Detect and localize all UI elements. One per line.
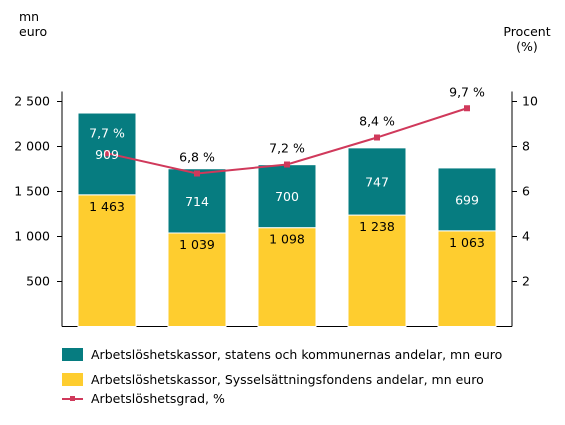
y-tick-label-right: 2: [522, 274, 530, 289]
unemployment-rate-point: [194, 170, 200, 177]
x-tick-label: 2022: [181, 328, 213, 331]
line-value-label: 6,8 %: [179, 150, 215, 165]
bar-segment-employment-fund: [167, 232, 227, 328]
y-unit-label-left: mn: [19, 9, 39, 24]
legend-label: Arbetslöshetskassor, Sysselsättningsfond…: [91, 372, 484, 387]
bar-segment-state-municipal: [437, 167, 497, 232]
y-tick-label-right: 6: [522, 184, 530, 199]
y-unit-label-right: Procent: [503, 24, 550, 39]
bar-value-label: 714: [185, 194, 209, 209]
bar-value-label: 1 098: [269, 232, 305, 247]
line-value-label: 7,2 %: [269, 141, 305, 156]
bar-segment-employment-fund: [437, 230, 497, 327]
unemployment-rate-point: [104, 150, 110, 157]
line-value-label: 8,4 %: [359, 114, 395, 129]
y-tick-label-left: 500: [26, 274, 50, 289]
line-value-label: 9,7 %: [449, 84, 485, 99]
y-tick-label-left: 1 500: [14, 184, 50, 199]
y-tick-label-left: 2 500: [14, 94, 50, 109]
bar-value-label: 909: [95, 147, 119, 162]
bar-value-label: 1 039: [179, 237, 215, 252]
y-tick-label-right: 10: [522, 94, 538, 109]
bar-value-label: 700: [275, 189, 299, 204]
bar-value-label: 1 238: [359, 219, 395, 234]
bar-value-label: 747: [365, 174, 389, 189]
legend-swatch: [62, 373, 83, 386]
y-unit-label-left: euro: [19, 24, 47, 39]
unemployment-rate-point: [464, 105, 470, 112]
legend-label: Arbetslöshetskassor, statens och kommune…: [91, 347, 503, 362]
y-tick-label-left: 2 000: [14, 139, 50, 154]
bar-segment-employment-fund: [77, 194, 137, 327]
bar-value-label: 699: [455, 192, 479, 207]
y-tick-label-left: 1 000: [14, 229, 50, 244]
bar-value-label: 1 463: [89, 199, 125, 214]
bar-segment-state-municipal: [257, 164, 317, 229]
x-tick-label: 2024: [361, 328, 393, 331]
y-unit-label-right: (%): [516, 39, 538, 54]
line-value-label: 7,7 %: [89, 125, 125, 140]
legend-label: Arbetslöshetsgrad, %: [91, 391, 225, 406]
x-tick-label: 2021: [91, 328, 123, 331]
bar-segment-employment-fund: [257, 227, 317, 327]
bar-segment-state-municipal: [167, 168, 227, 234]
x-tick-label: 2025: [451, 328, 483, 331]
unemployment-rate-point: [374, 134, 380, 141]
y-tick-label-right: 4: [522, 229, 530, 244]
x-tick-label: 2023: [271, 328, 303, 331]
legend-item-state-municipal: Arbetslöshetskassor, statens och kommune…: [62, 347, 502, 362]
bar-value-label: 1 063: [449, 235, 485, 250]
legend-swatch: [62, 348, 83, 361]
legend-line-swatch: [62, 392, 83, 405]
bar-segment-employment-fund: [347, 214, 407, 327]
legend-item-unemployment-rate: Arbetslöshetsgrad, %: [62, 391, 225, 406]
y-tick-label-right: 8: [522, 139, 530, 154]
legend-item-employment-fund: Arbetslöshetskassor, Sysselsättningsfond…: [62, 372, 484, 387]
unemployment-rate-point: [284, 161, 290, 168]
bar-segment-state-municipal: [347, 147, 407, 216]
